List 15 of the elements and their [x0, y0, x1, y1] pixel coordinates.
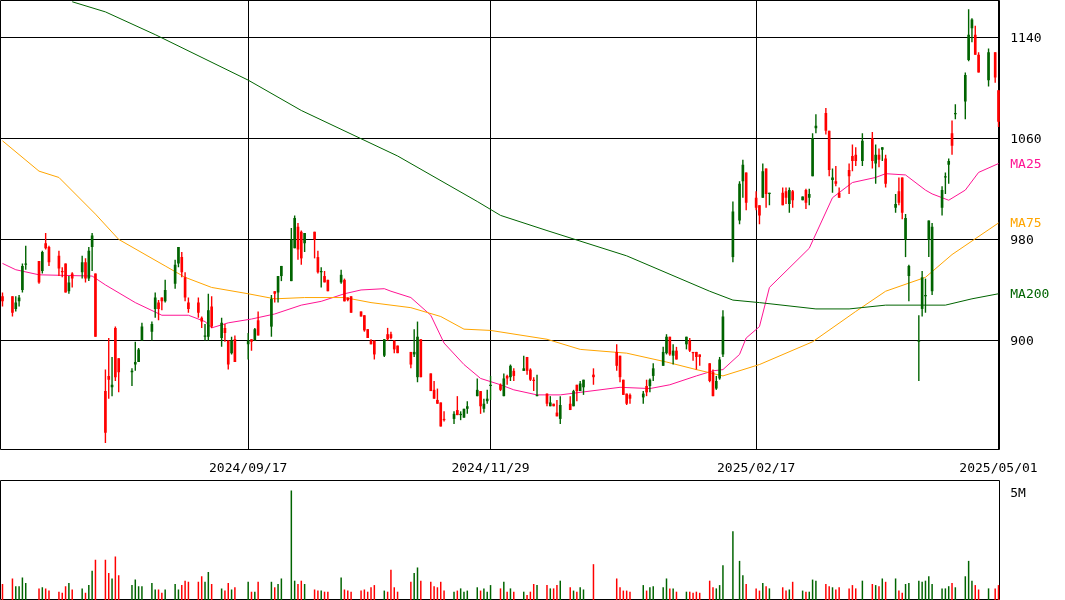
y-tick-label: 1060	[1010, 130, 1042, 146]
series-label: MA200	[1010, 286, 1050, 302]
x-tick-label: 2025/02/17	[717, 459, 796, 475]
candlestick	[326, 279, 330, 292]
y-tick-label: 1140	[1010, 29, 1042, 45]
y-tick-label: 900	[1010, 333, 1034, 349]
series-label: MA75	[1010, 215, 1042, 231]
line-series	[1, 140, 1000, 377]
x-tick-label: 2024/09/17	[209, 459, 288, 475]
text: 5M	[1010, 485, 1027, 500]
y-tick-label: 980	[1010, 231, 1034, 247]
line-series	[1, 163, 1000, 396]
x-tick-label: 2024/11/29	[451, 459, 530, 475]
x-tick-label: 2025/05/01	[959, 459, 1038, 475]
series-label: MA25	[1010, 156, 1042, 172]
